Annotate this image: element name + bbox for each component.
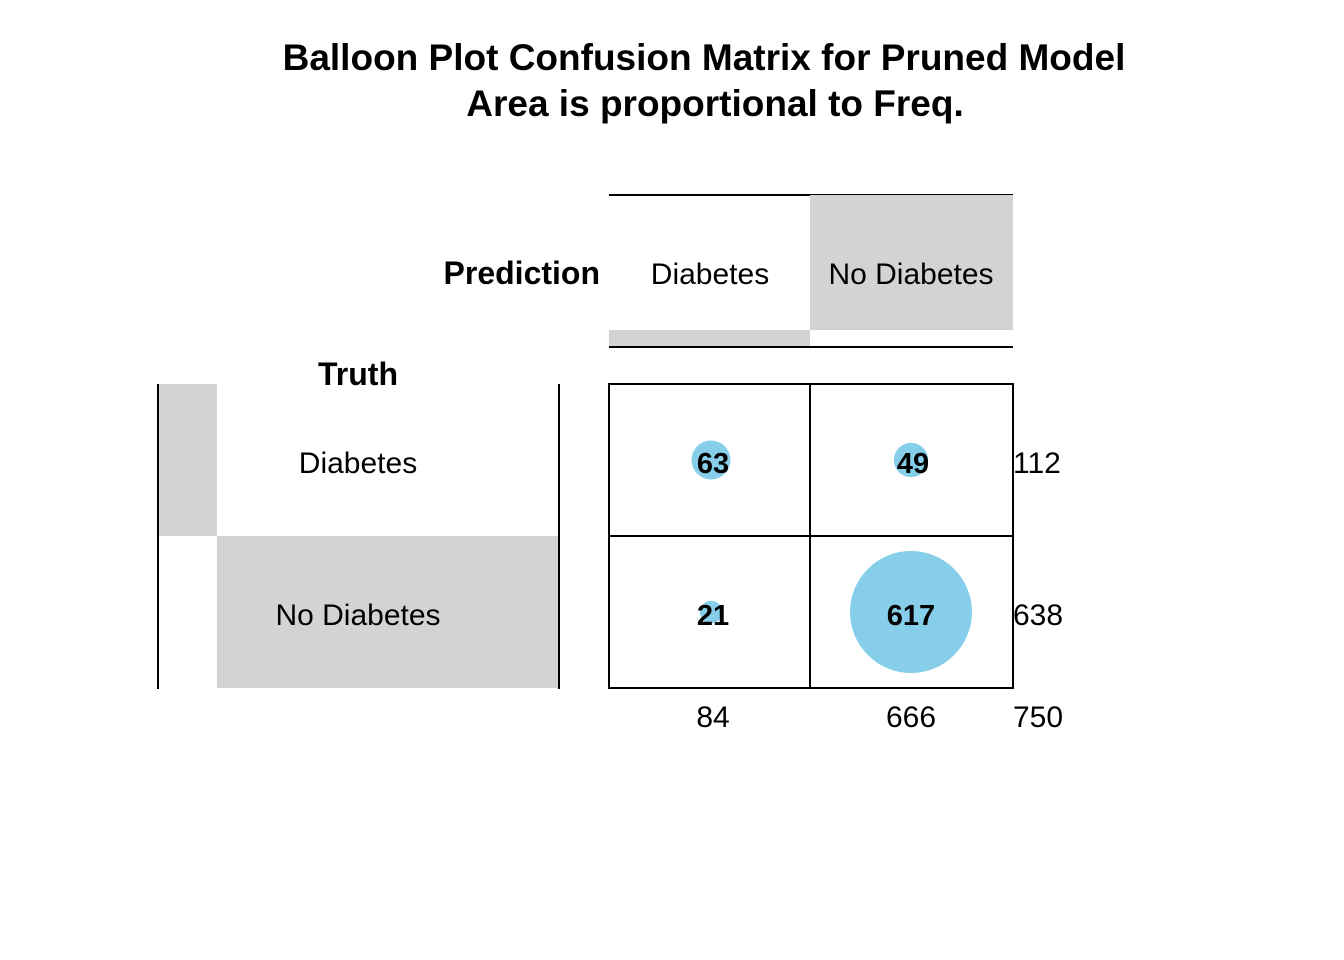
column-label-diabetes: Diabetes xyxy=(651,258,769,291)
column-header-area: Prediction Diabetes No Diabetes xyxy=(444,194,1013,348)
chart-subtitle: Area is proportional to Freq. xyxy=(466,83,964,124)
grand-total: 750 xyxy=(1013,701,1063,734)
row-header-label: Truth xyxy=(318,356,398,392)
row-label-no-diabetes: No Diabetes xyxy=(275,599,440,632)
column-label-no-diabetes: No Diabetes xyxy=(828,258,993,291)
row-shade-bar-diabetes xyxy=(158,384,217,536)
row-header-area: Truth Diabetes No Diabetes xyxy=(157,356,560,689)
balloon-no-diabetes-diabetes xyxy=(699,600,723,624)
column-shade-bar-no-diabetes xyxy=(810,195,1013,330)
row-total-diabetes: 112 xyxy=(1013,447,1061,480)
cell-value-no-diabetes-no-diabetes: 617 xyxy=(887,600,935,632)
balloon-no-diabetes-no-diabetes xyxy=(850,551,972,673)
column-total-no-diabetes: 666 xyxy=(886,701,936,734)
balloon-diabetes-no-diabetes xyxy=(893,442,929,478)
row-label-diabetes: Diabetes xyxy=(299,447,417,480)
marginal-totals: 112 638 84 666 750 xyxy=(696,447,1063,734)
column-shade-bar-diabetes xyxy=(609,330,810,346)
cell-value-diabetes-diabetes: 63 xyxy=(697,448,729,480)
cell-values: 63 49 21 617 xyxy=(697,448,935,632)
matrix-grid xyxy=(608,383,1014,689)
row-shade-bar-no-diabetes xyxy=(217,536,559,688)
balloon-diabetes-diabetes xyxy=(691,440,731,480)
cell-value-diabetes-no-diabetes: 49 xyxy=(897,448,929,480)
row-total-no-diabetes: 638 xyxy=(1013,599,1063,632)
balloon-layer xyxy=(691,440,972,673)
column-header-label: Prediction xyxy=(444,255,600,291)
cell-value-no-diabetes-diabetes: 21 xyxy=(697,600,729,632)
column-total-diabetes: 84 xyxy=(696,701,729,734)
chart-title: Balloon Plot Confusion Matrix for Pruned… xyxy=(283,37,1126,78)
